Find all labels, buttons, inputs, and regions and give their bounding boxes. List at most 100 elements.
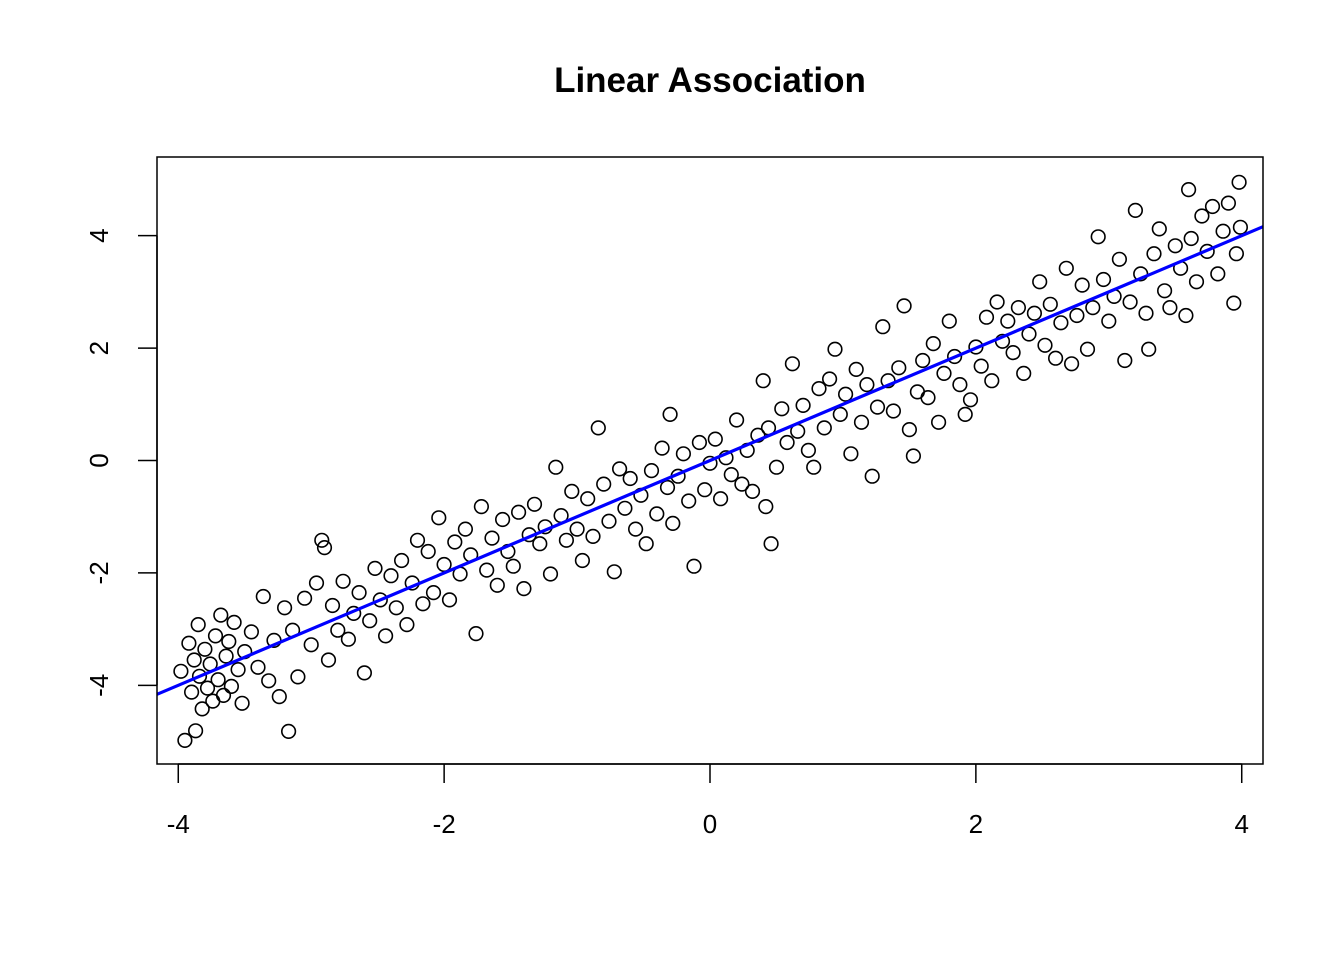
- data-point: [853, 414, 870, 430]
- data-point: [223, 678, 239, 695]
- data-point: [479, 562, 495, 578]
- data-point: [188, 723, 204, 739]
- data-point: [177, 732, 193, 749]
- data-point: [425, 584, 442, 601]
- data-point: [662, 406, 678, 423]
- x-tick-label: 4: [1234, 809, 1248, 839]
- data-point: [1226, 295, 1242, 311]
- data-point: [1141, 341, 1157, 357]
- data-point: [1090, 229, 1106, 245]
- data-point: [574, 552, 591, 569]
- data-point: [271, 688, 287, 705]
- data-point: [952, 377, 968, 393]
- data-point: [1117, 352, 1133, 369]
- data-point: [973, 358, 989, 374]
- x-tick-label: 0: [703, 809, 717, 839]
- data-point: [811, 381, 827, 397]
- data-point: [1101, 313, 1117, 329]
- x-tick-label: -4: [167, 809, 190, 839]
- data-point: [1231, 174, 1247, 190]
- data-point: [194, 701, 210, 717]
- data-point: [821, 371, 838, 387]
- data-point: [580, 491, 596, 507]
- data-points: [173, 174, 1248, 749]
- data-point: [686, 558, 702, 574]
- data-point: [505, 558, 521, 574]
- data-point: [1037, 337, 1053, 353]
- data-point: [707, 431, 723, 447]
- data-point: [184, 684, 200, 700]
- data-point: [351, 584, 367, 601]
- data-point: [585, 528, 601, 545]
- y-axis: -4 -2 0 2 4: [84, 228, 158, 697]
- data-point: [915, 352, 931, 369]
- data-point: [372, 592, 388, 608]
- data-point: [1063, 356, 1080, 372]
- data-point: [1127, 202, 1143, 218]
- data-point: [388, 600, 404, 616]
- data-point: [290, 669, 306, 685]
- data-point: [763, 536, 779, 552]
- data-point: [1053, 315, 1069, 331]
- data-point: [356, 665, 373, 681]
- data-point: [316, 539, 333, 556]
- data-point: [712, 491, 729, 507]
- data-point: [218, 648, 234, 664]
- data-point: [484, 530, 500, 546]
- data-point: [378, 628, 394, 644]
- data-point: [569, 521, 585, 537]
- data-point: [1047, 350, 1064, 366]
- data-point: [800, 442, 817, 459]
- data-point: [197, 641, 213, 657]
- data-point: [909, 384, 926, 400]
- data-point: [447, 534, 463, 550]
- data-point: [308, 575, 325, 591]
- data-point: [226, 614, 242, 631]
- data-point: [1220, 195, 1236, 211]
- data-point: [1146, 246, 1162, 262]
- data-point: [1111, 251, 1127, 267]
- data-point: [383, 568, 399, 584]
- data-point: [230, 661, 246, 678]
- x-tick-label: -2: [433, 809, 456, 839]
- data-point: [243, 624, 259, 640]
- data-point: [441, 592, 458, 608]
- data-point: [984, 373, 1000, 389]
- data-point: [941, 313, 957, 329]
- data-point: [843, 446, 859, 462]
- data-point: [320, 652, 337, 668]
- data-point: [920, 390, 936, 406]
- data-point: [1183, 230, 1199, 247]
- data-point: [1122, 294, 1138, 310]
- data-point: [1010, 300, 1027, 316]
- data-point: [542, 566, 559, 582]
- data-point: [186, 652, 202, 668]
- data-point: [744, 483, 761, 500]
- data-point: [564, 483, 580, 500]
- data-point: [532, 536, 548, 552]
- data-point: [1032, 274, 1048, 290]
- data-point: [415, 596, 431, 612]
- data-point: [768, 459, 785, 475]
- data-point: [516, 580, 532, 597]
- data-point: [837, 386, 854, 402]
- data-point: [869, 399, 886, 415]
- data-point: [190, 616, 206, 633]
- data-point: [723, 467, 739, 483]
- data-point: [859, 377, 875, 393]
- data-point: [399, 616, 415, 633]
- data-point: [191, 668, 208, 684]
- data-point: [848, 361, 864, 378]
- data-point: [806, 459, 822, 475]
- data-point: [468, 625, 484, 642]
- data-point: [675, 446, 692, 462]
- data-point: [1204, 198, 1221, 215]
- data-point: [1199, 243, 1215, 259]
- data-point: [431, 510, 447, 526]
- data-point: [925, 336, 941, 352]
- data-point: [181, 635, 197, 651]
- data-point: [362, 613, 378, 629]
- data-point: [590, 420, 606, 436]
- data-point: [827, 341, 843, 357]
- data-point: [1138, 305, 1154, 321]
